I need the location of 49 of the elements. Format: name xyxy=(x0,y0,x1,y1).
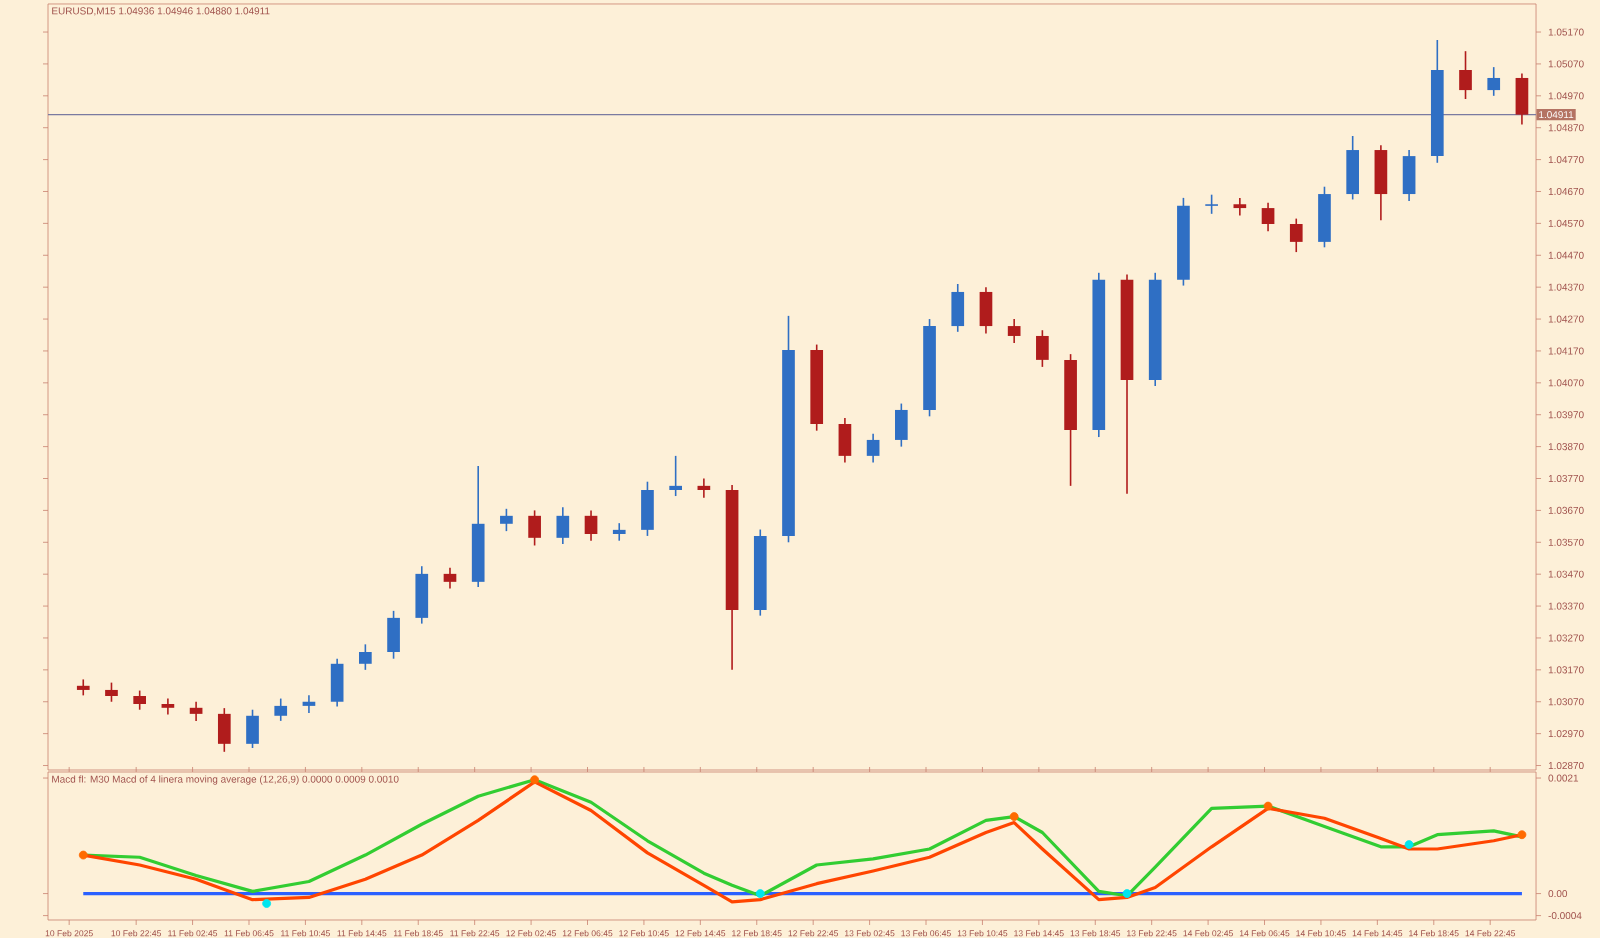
candlestick xyxy=(612,521,626,542)
candlestick xyxy=(133,689,147,711)
candlestick xyxy=(1233,196,1247,216)
candlestick xyxy=(302,694,316,714)
point xyxy=(1517,829,1527,839)
candlestick xyxy=(443,566,457,589)
candlestick xyxy=(528,509,541,546)
candlestick xyxy=(1036,328,1049,368)
candlestick xyxy=(330,657,344,707)
candlestick xyxy=(641,480,654,537)
candlestick xyxy=(951,282,965,333)
candlestick xyxy=(1374,143,1388,221)
candlestick xyxy=(274,697,288,722)
point xyxy=(1263,801,1273,811)
candlestick xyxy=(387,609,400,660)
candlestick xyxy=(1205,193,1218,215)
candlestick xyxy=(697,477,711,498)
candlestick xyxy=(359,643,372,671)
point xyxy=(1122,888,1132,898)
candlestick xyxy=(161,697,175,715)
point xyxy=(755,888,765,898)
candlestick xyxy=(838,416,852,463)
candlestick xyxy=(189,700,203,722)
candlestick xyxy=(979,285,993,334)
candlestick xyxy=(556,505,570,545)
candlestick xyxy=(415,564,429,624)
candlestick xyxy=(866,432,880,463)
candlestick xyxy=(105,681,118,703)
candlestick xyxy=(894,402,908,447)
candlestick xyxy=(500,507,513,532)
candlestick xyxy=(1515,72,1529,125)
candlestick xyxy=(1459,49,1472,100)
candlestick xyxy=(1007,317,1021,344)
candlestick xyxy=(1318,185,1331,248)
point xyxy=(1009,811,1019,821)
point xyxy=(262,898,272,908)
candlestick xyxy=(1289,217,1303,253)
candlestick xyxy=(76,678,90,696)
candlestick xyxy=(246,708,259,749)
candlestick xyxy=(217,706,231,753)
candlestick xyxy=(1261,201,1275,232)
point xyxy=(530,774,540,784)
candlestick xyxy=(1402,148,1416,202)
candlestick xyxy=(669,454,682,497)
point xyxy=(1404,839,1414,849)
candlestick xyxy=(1346,134,1360,200)
candlestick xyxy=(1487,65,1501,97)
point xyxy=(78,850,88,859)
candlestick xyxy=(584,509,598,542)
